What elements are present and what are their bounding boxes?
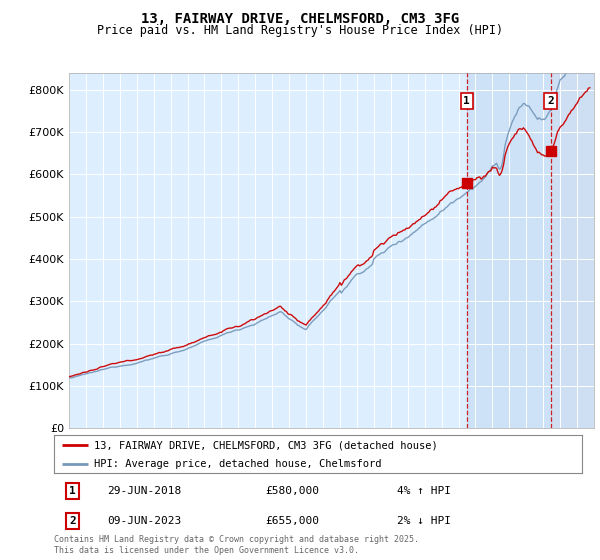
Text: £580,000: £580,000 bbox=[265, 486, 319, 496]
Text: 1: 1 bbox=[69, 486, 76, 496]
Text: 13, FAIRWAY DRIVE, CHELMSFORD, CM3 3FG: 13, FAIRWAY DRIVE, CHELMSFORD, CM3 3FG bbox=[141, 12, 459, 26]
Text: Price paid vs. HM Land Registry's House Price Index (HPI): Price paid vs. HM Land Registry's House … bbox=[97, 24, 503, 36]
Text: 13, FAIRWAY DRIVE, CHELMSFORD, CM3 3FG (detached house): 13, FAIRWAY DRIVE, CHELMSFORD, CM3 3FG (… bbox=[94, 440, 437, 450]
Text: HPI: Average price, detached house, Chelmsford: HPI: Average price, detached house, Chel… bbox=[94, 459, 381, 469]
Text: 2: 2 bbox=[547, 96, 554, 106]
Text: 29-JUN-2018: 29-JUN-2018 bbox=[107, 486, 181, 496]
Bar bbox=[551, 73, 594, 428]
Text: £655,000: £655,000 bbox=[265, 516, 319, 526]
Text: 09-JUN-2023: 09-JUN-2023 bbox=[107, 516, 181, 526]
Bar bbox=[467, 73, 551, 428]
Text: 2% ↓ HPI: 2% ↓ HPI bbox=[397, 516, 451, 526]
Text: Contains HM Land Registry data © Crown copyright and database right 2025.
This d: Contains HM Land Registry data © Crown c… bbox=[54, 535, 419, 555]
Text: 4% ↑ HPI: 4% ↑ HPI bbox=[397, 486, 451, 496]
Text: 2: 2 bbox=[69, 516, 76, 526]
Text: 1: 1 bbox=[463, 96, 470, 106]
